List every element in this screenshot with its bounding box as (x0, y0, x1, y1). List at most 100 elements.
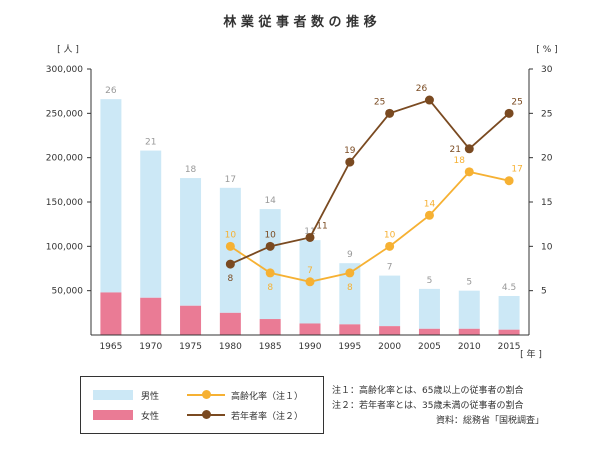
point-aging-2015 (504, 176, 514, 186)
point-aging-1995 (345, 268, 355, 278)
x-tick-label-1965: 1965 (99, 342, 122, 352)
x-tick-label-2015: 2015 (498, 342, 521, 352)
legend-label-youth: 若年者率（注２） (231, 412, 304, 422)
label-youth-1995: 19 (344, 146, 356, 156)
bar-female-1965 (100, 292, 122, 335)
bar-female-1975 (180, 305, 202, 335)
bar-female-2015 (498, 329, 520, 335)
label-youth-1985: 10 (264, 230, 276, 240)
right-tick-label-5: 5 (541, 287, 547, 297)
bar-female-1980 (219, 312, 241, 335)
bar-total-label-2005: 5 (427, 276, 433, 286)
data-source: 資料：総務省「国税調査」 (435, 416, 544, 426)
bar-male-1985 (259, 209, 281, 320)
bar-male-2005 (418, 288, 440, 329)
bar-male-2010 (458, 290, 480, 329)
left-tick-label-100000: 100,000 (46, 242, 83, 252)
label-aging-2000: 10 (384, 230, 396, 240)
bar-total-label-1985: 14 (264, 196, 276, 206)
x-tick-label-2000: 2000 (378, 342, 401, 352)
point-aging-2000 (385, 241, 395, 251)
chart-title: 林 業 従 事 者 数 の 推 移 (223, 14, 376, 30)
legend-marker-youth (202, 410, 211, 419)
legend-label-male: 男性 (141, 392, 160, 402)
bar-male-1975 (180, 178, 202, 306)
bar-total-label-1970: 21 (145, 138, 156, 148)
point-youth-1985 (265, 241, 275, 251)
bar-female-1985 (259, 319, 281, 335)
x-axis-unit: [ 年 ] (520, 348, 542, 360)
x-tick-label-2010: 2010 (458, 342, 481, 352)
left-tick-label-150000: 150,000 (46, 198, 83, 208)
bar-total-label-1990: 11 (304, 227, 315, 237)
left-tick-label-250000: 250,000 (46, 109, 83, 119)
bar-female-1990 (299, 323, 321, 335)
point-aging-2010 (464, 167, 474, 177)
bar-female-1995 (339, 324, 361, 335)
label-aging-1990: 7 (307, 266, 313, 276)
left-tick-label-50000: 50,000 (52, 287, 84, 297)
label-aging-1985: 8 (267, 283, 273, 293)
x-tick-label-1985: 1985 (259, 342, 282, 352)
bar-total-label-1975: 18 (185, 165, 197, 175)
x-tick-label-2005: 2005 (418, 342, 441, 352)
bar-male-1965 (100, 99, 122, 293)
bar-male-2015 (498, 295, 520, 330)
legend-label-female: 女性 (141, 412, 160, 422)
left-tick-label-200000: 200,000 (46, 154, 83, 164)
right-tick-label-30: 30 (541, 65, 553, 75)
label-aging-2005: 14 (424, 199, 436, 209)
point-youth-2005 (424, 95, 434, 105)
point-youth-1995 (345, 157, 355, 167)
label-youth-1980: 8 (227, 274, 233, 284)
point-aging-1990 (305, 277, 315, 287)
label-youth-2005: 26 (416, 84, 428, 94)
bar-female-1970 (140, 297, 162, 335)
x-tick-label-1990: 1990 (299, 342, 322, 352)
point-youth-2015 (504, 108, 514, 118)
bar-total-label-1980: 17 (225, 175, 236, 185)
legend-swatch-male (93, 390, 133, 400)
right-tick-label-20: 20 (541, 154, 553, 164)
legend-marker-aging (202, 390, 211, 399)
bar-total-label-1965: 26 (105, 86, 117, 96)
label-youth-2010: 21 (450, 145, 461, 155)
right-tick-label-10: 10 (541, 242, 553, 252)
legend-label-aging: 高齢化率（注１） (231, 392, 304, 402)
label-youth-1990: 11 (316, 221, 327, 231)
bar-female-2010 (458, 328, 480, 335)
bar-female-2005 (418, 328, 440, 335)
label-youth-2015: 25 (511, 97, 522, 107)
x-tick-label-1970: 1970 (139, 342, 162, 352)
left-axis-unit: [ 人 ] (57, 44, 79, 55)
note-aging-definition: 注１：高齢化率とは、65歳以上の従事者の割合 (332, 386, 524, 396)
bar-total-label-2000: 7 (387, 263, 393, 273)
label-aging-1980: 10 (225, 230, 237, 240)
label-aging-1995: 8 (347, 283, 353, 293)
right-axis-unit: [ % ] (536, 45, 557, 55)
bar-total-label-2015: 4.5 (502, 283, 516, 293)
left-tick-label-300000: 300,000 (46, 65, 83, 75)
point-aging-1985 (265, 268, 275, 278)
x-tick-label-1995: 1995 (338, 342, 361, 352)
label-aging-2015: 17 (511, 165, 522, 175)
bar-female-2000 (379, 326, 401, 335)
point-youth-2010 (464, 144, 474, 154)
right-tick-label-15: 15 (541, 198, 552, 208)
label-youth-2000: 25 (374, 97, 385, 107)
legend-swatch-female (93, 410, 133, 420)
x-tick-label-1980: 1980 (219, 342, 242, 352)
right-tick-label-25: 25 (541, 109, 552, 119)
line-aging (229, 170, 510, 283)
bar-total-label-2010: 5 (466, 278, 472, 288)
label-aging-2010: 18 (454, 156, 466, 166)
point-aging-1980 (225, 241, 235, 251)
point-youth-1990 (305, 232, 315, 242)
bar-male-1970 (140, 150, 162, 298)
bar-total-label-1995: 9 (347, 250, 353, 260)
chart-legend: 男性 女性 高齢化率（注１） 若年者率（注２） (80, 376, 324, 434)
bar-male-2000 (379, 275, 401, 327)
note-youth-definition: 注２：若年者率とは、35歳未満の従事者の割合 (332, 401, 524, 411)
